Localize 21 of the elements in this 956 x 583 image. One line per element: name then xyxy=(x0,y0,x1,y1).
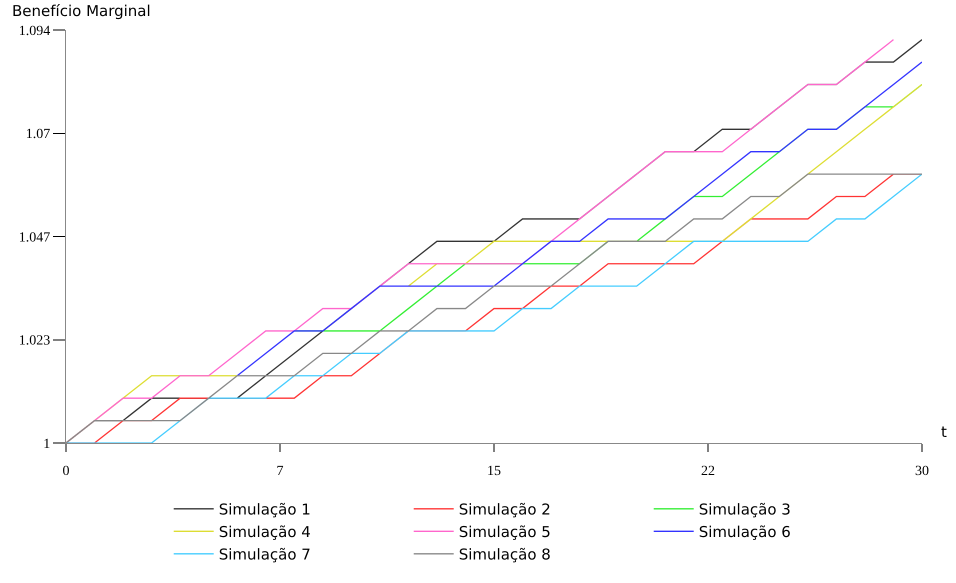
legend-label: Simulação 2 xyxy=(458,500,551,519)
x-tick-label: 15 xyxy=(487,464,501,479)
legend-label: Simulação 4 xyxy=(218,523,311,542)
y-tick-label: 1 xyxy=(43,436,50,452)
x-axis-title: t xyxy=(941,423,947,441)
legend-label: Simulação 1 xyxy=(218,500,311,519)
line-series xyxy=(236,61,922,376)
x-tick-label: 0 xyxy=(62,464,70,479)
legend-label: Simulação 8 xyxy=(458,546,551,564)
x-tick-label: 22 xyxy=(701,464,715,479)
legend-label: Simulação 3 xyxy=(698,500,791,519)
x-tick-label: 7 xyxy=(276,464,284,479)
y-tick-label: 1.07 xyxy=(26,127,50,142)
y-tick-label: 1.094 xyxy=(18,24,50,39)
x-tick-label: 30 xyxy=(915,464,929,479)
legend-label: Simulação 6 xyxy=(698,523,791,542)
y-axis-title: Benefício Marginal xyxy=(12,2,151,20)
legend-label: Simulação 7 xyxy=(218,546,311,564)
legend-label: Simulação 5 xyxy=(458,523,551,542)
y-tick-label: 1.023 xyxy=(18,334,50,349)
y-tick-label: 1.047 xyxy=(18,230,50,246)
